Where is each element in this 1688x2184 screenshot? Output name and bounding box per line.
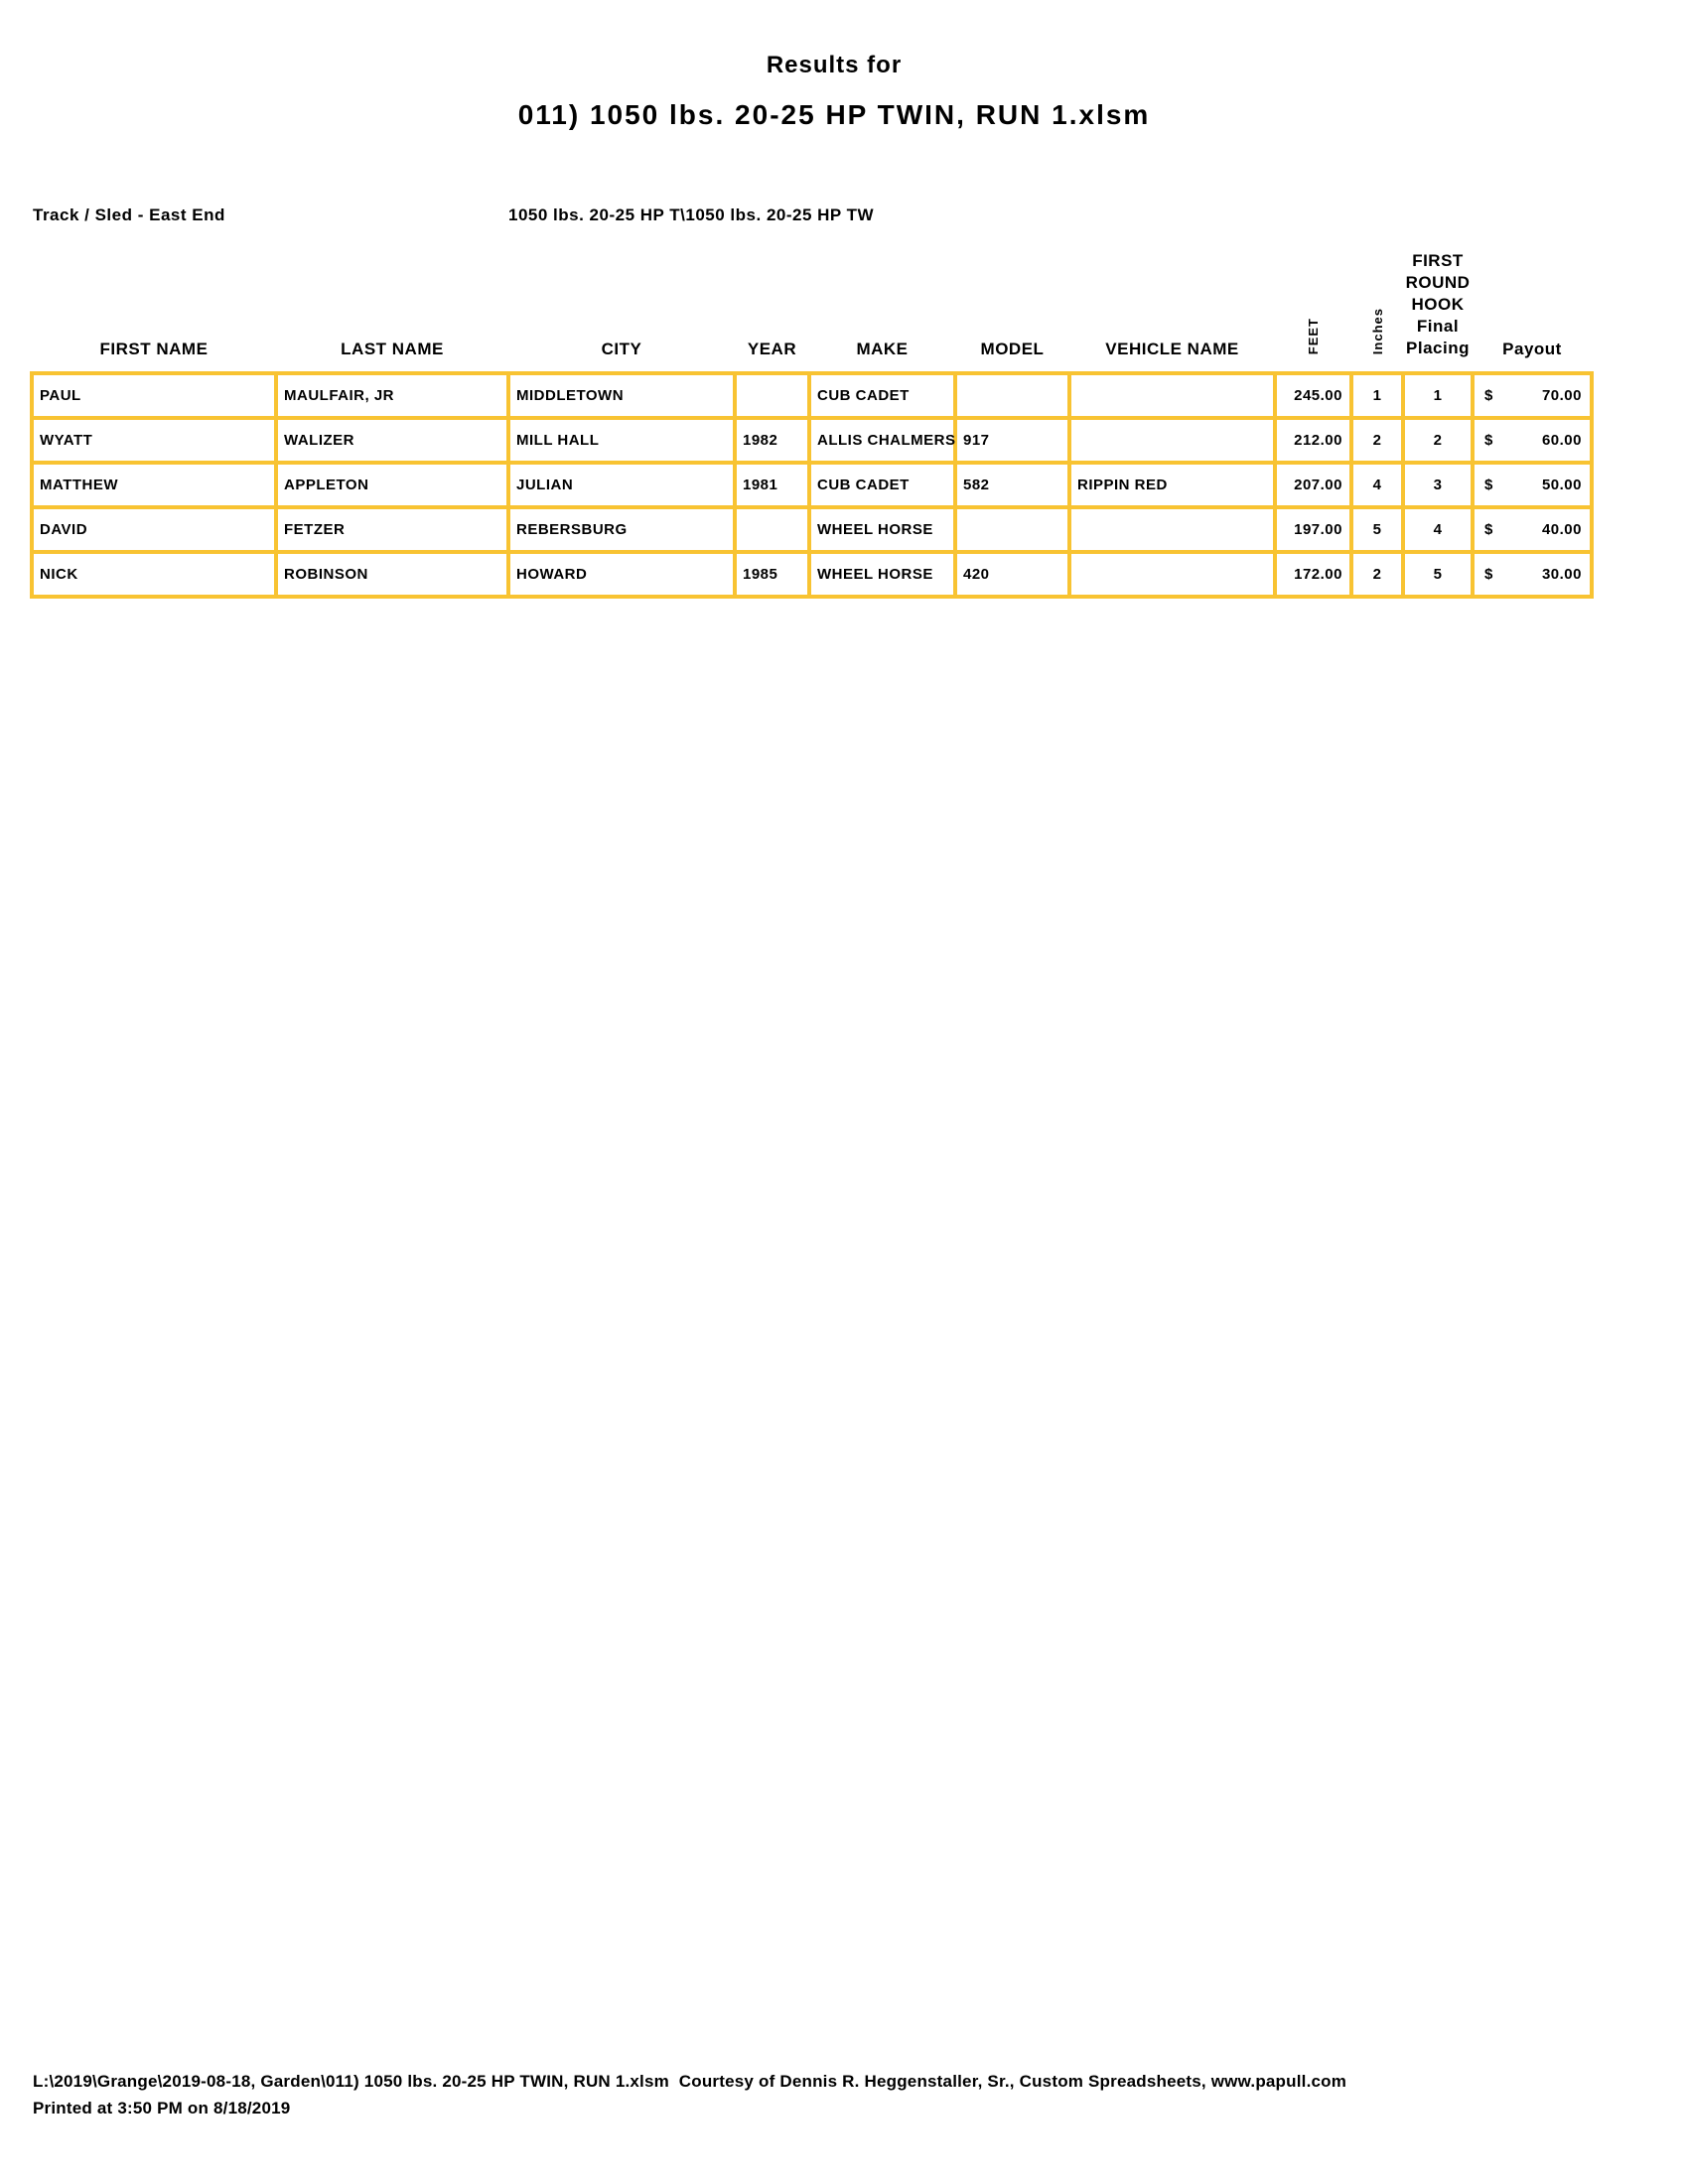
cell-payout: $ 30.00 <box>1471 550 1594 600</box>
cell-first-name: DAVID <box>30 505 278 555</box>
column-header-city: CITY <box>601 340 642 359</box>
payout-amount: 70.00 <box>1541 387 1582 405</box>
hook-label-line2: HOOK <box>1411 295 1465 315</box>
cell-model <box>953 371 1071 421</box>
column-header-feet: FEET <box>1275 250 1351 373</box>
currency-symbol: $ <box>1484 521 1493 539</box>
cell-city: REBERSBURG <box>506 505 737 555</box>
currency-symbol: $ <box>1484 566 1493 584</box>
column-header-make: MAKE <box>856 340 909 359</box>
table-row: PAUL MAULFAIR, JR MIDDLETOWN CUB CADET 2… <box>30 371 1594 421</box>
cell-make: CUB CADET <box>807 461 957 510</box>
cell-model: 582 <box>953 461 1071 510</box>
column-header-model: MODEL <box>980 340 1045 359</box>
footer-file-path-credit: L:\2019\Grange\2019-08-18, Garden\011) 1… <box>33 2072 1347 2091</box>
cell-inches: 1 <box>1349 371 1405 421</box>
cell-vehicle-name <box>1067 371 1277 421</box>
column-header-last-name: LAST NAME <box>341 340 444 359</box>
cell-inches: 4 <box>1349 461 1405 510</box>
cell-model: 420 <box>953 550 1071 600</box>
cell-first-name: PAUL <box>30 371 278 421</box>
cell-feet: 207.00 <box>1273 461 1353 510</box>
cell-make: WHEEL HORSE <box>807 505 957 555</box>
cell-feet: 212.00 <box>1273 416 1353 466</box>
cell-inches: 2 <box>1349 550 1405 600</box>
column-header-vehicle-name: VEHICLE NAME <box>1105 340 1239 359</box>
payout-amount: 30.00 <box>1541 566 1582 584</box>
cell-last-name: WALIZER <box>274 416 510 466</box>
cell-placing: 3 <box>1401 461 1475 510</box>
cell-city: HOWARD <box>506 550 737 600</box>
table-row: DAVID FETZER REBERSBURG WHEEL HORSE 197.… <box>30 505 1594 555</box>
hook-label-line3: Final Placing <box>1406 317 1470 358</box>
cell-feet: 172.00 <box>1273 550 1353 600</box>
cell-vehicle-name: RIPPIN RED <box>1067 461 1277 510</box>
page-title: Results for <box>766 52 903 78</box>
cell-year <box>733 505 811 555</box>
feet-vertical-label: FEET <box>1306 318 1321 355</box>
cell-vehicle-name <box>1067 416 1277 466</box>
cell-city: MIDDLETOWN <box>506 371 737 421</box>
cell-placing: 4 <box>1401 505 1475 555</box>
cell-inches: 5 <box>1349 505 1405 555</box>
column-header-payout: Payout <box>1502 340 1562 359</box>
cell-last-name: APPLETON <box>274 461 510 510</box>
cell-payout: $ 40.00 <box>1471 505 1594 555</box>
footer-printed-timestamp: Printed at 3:50 PM on 8/18/2019 <box>33 2099 291 2117</box>
header-row: FIRST NAME LAST NAME CITY YEAR MAKE MODE… <box>32 250 1592 373</box>
cell-make: WHEEL HORSE <box>807 550 957 600</box>
inches-vertical-label: Inches <box>1369 308 1385 355</box>
cell-placing: 5 <box>1401 550 1475 600</box>
cell-model: 917 <box>953 416 1071 466</box>
cell-year: 1985 <box>733 550 811 600</box>
cell-first-name: WYATT <box>30 416 278 466</box>
cell-make: CUB CADET <box>807 371 957 421</box>
cell-model <box>953 505 1071 555</box>
cell-inches: 2 <box>1349 416 1405 466</box>
cell-payout: $ 70.00 <box>1471 371 1594 421</box>
payout-amount: 60.00 <box>1541 432 1582 450</box>
column-header-first-name: FIRST NAME <box>99 340 209 359</box>
cell-first-name: MATTHEW <box>30 461 278 510</box>
cell-placing: 1 <box>1401 371 1475 421</box>
cell-first-name: NICK <box>30 550 278 600</box>
table-row: NICK ROBINSON HOWARD 1985 WHEEL HORSE 42… <box>30 550 1594 600</box>
currency-symbol: $ <box>1484 432 1493 450</box>
currency-symbol: $ <box>1484 477 1493 494</box>
cell-last-name: MAULFAIR, JR <box>274 371 510 421</box>
payout-amount: 50.00 <box>1541 477 1582 494</box>
hook-label-line1: FIRST ROUND <box>1405 251 1471 293</box>
cell-last-name: FETZER <box>274 505 510 555</box>
cell-vehicle-name <box>1067 550 1277 600</box>
cell-city: MILL HALL <box>506 416 737 466</box>
results-table: FIRST NAME LAST NAME CITY YEAR MAKE MODE… <box>30 250 1594 600</box>
cell-payout: $ 50.00 <box>1471 461 1594 510</box>
cell-placing: 2 <box>1401 416 1475 466</box>
cell-last-name: ROBINSON <box>274 550 510 600</box>
cell-year: 1981 <box>733 461 811 510</box>
payout-amount: 40.00 <box>1541 521 1582 539</box>
cell-city: JULIAN <box>506 461 737 510</box>
column-header-inches: Inches <box>1351 250 1403 373</box>
cell-year: 1982 <box>733 416 811 466</box>
table-row: WYATT WALIZER MILL HALL 1982 ALLIS CHALM… <box>30 416 1594 466</box>
column-header-year: YEAR <box>747 340 797 359</box>
page-subtitle-filename: 011) 1050 lbs. 20-25 HP TWIN, RUN 1.xlsm <box>517 99 1151 130</box>
cell-year <box>733 371 811 421</box>
track-sled-label: Track / Sled - East End <box>33 205 225 224</box>
table-row: MATTHEW APPLETON JULIAN 1981 CUB CADET 5… <box>30 461 1594 510</box>
currency-symbol: $ <box>1484 387 1493 405</box>
column-header-hook-placing: FIRST ROUND HOOK Final Placing <box>1403 250 1473 373</box>
cell-feet: 197.00 <box>1273 505 1353 555</box>
class-name-label: 1050 lbs. 20-25 HP T\1050 lbs. 20-25 HP … <box>508 205 875 224</box>
cell-make: ALLIS CHALMERS <box>807 416 957 466</box>
cell-payout: $ 60.00 <box>1471 416 1594 466</box>
cell-feet: 245.00 <box>1273 371 1353 421</box>
cell-vehicle-name <box>1067 505 1277 555</box>
